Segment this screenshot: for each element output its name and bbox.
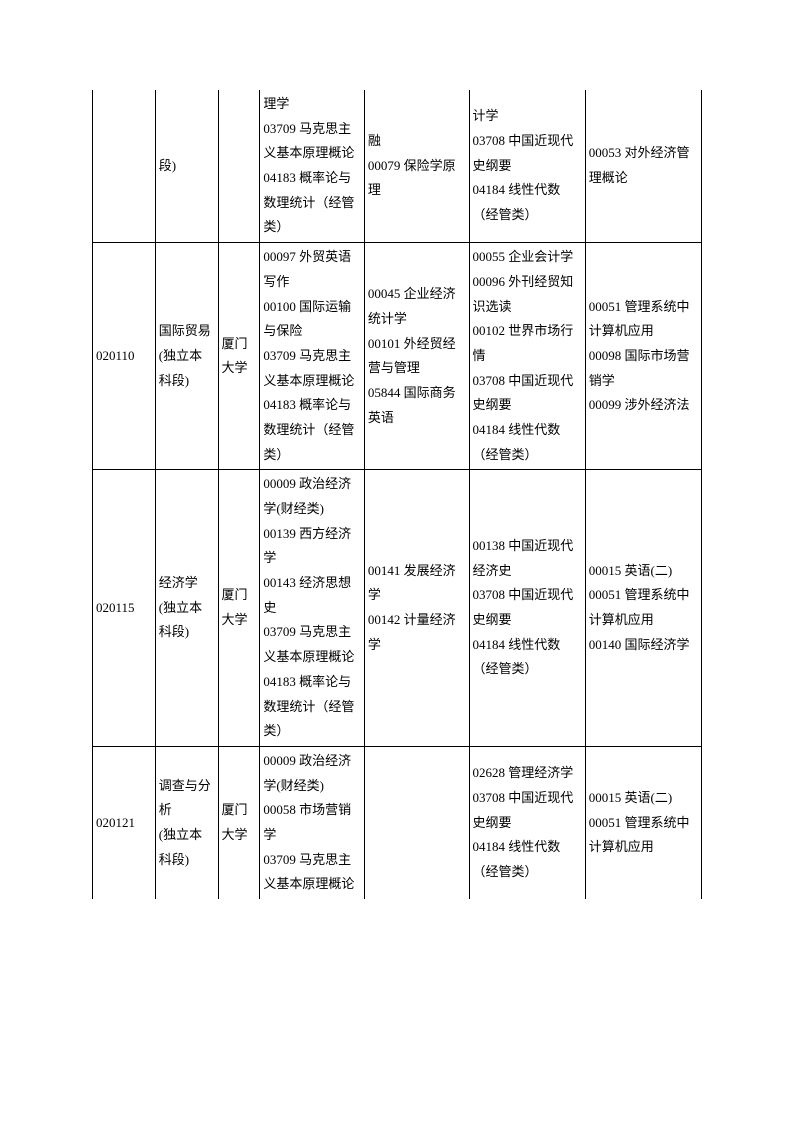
course-table: 段) 理学03709 马克思主义基本原理概论04183 概率论与数理统计（经管类）… [92, 90, 702, 899]
cell-school [218, 90, 260, 243]
table-row: 020115经济学(独立本科段)厦门大学00009 政治经济学(财经类)0013… [93, 470, 702, 747]
cell-course-2: 00141 发展经济学00142 计量经济学 [364, 470, 469, 747]
cell-code: 020115 [93, 470, 156, 747]
cell-course-2: 00045 企业经济统计学00101 外经贸经营与管理05844 国际商务英语 [364, 243, 469, 470]
cell-school: 厦门大学 [218, 746, 260, 899]
cell-course-1: 00097 外贸英语写作00100 国际运输与保险03709 马克思主义基本原理… [260, 243, 365, 470]
cell-code [93, 90, 156, 243]
cell-course-4: 00015 英语(二)00051 管理系统中计算机应用00140 国际经济学 [585, 470, 701, 747]
cell-name: 段) [155, 90, 218, 243]
cell-course-1: 00009 政治经济学(财经类)00058 市场营销学03709 马克思主义基本… [260, 746, 365, 899]
cell-course-2 [364, 746, 469, 899]
cell-code: 020121 [93, 746, 156, 899]
cell-school: 厦门大学 [218, 243, 260, 470]
cell-course-4: 00051 管理系统中计算机应用00098 国际市场营销学00099 涉外经济法 [585, 243, 701, 470]
cell-school: 厦门大学 [218, 470, 260, 747]
cell-course-3: 计学03708 中国近现代史纲要04184 线性代数（经管类） [469, 90, 585, 243]
cell-code: 020110 [93, 243, 156, 470]
cell-course-1: 理学03709 马克思主义基本原理概论04183 概率论与数理统计（经管类） [260, 90, 365, 243]
cell-course-3: 00055 企业会计学00096 外刊经贸知识选读00102 世界市场行情037… [469, 243, 585, 470]
cell-course-4: 00015 英语(二)00051 管理系统中计算机应用 [585, 746, 701, 899]
cell-course-3: 00138 中国近现代经济史03708 中国近现代史纲要04184 线性代数（经… [469, 470, 585, 747]
table-row: 020121调查与分析(独立本科段)厦门大学00009 政治经济学(财经类)00… [93, 746, 702, 899]
cell-name: 国际贸易(独立本科段) [155, 243, 218, 470]
cell-course-1: 00009 政治经济学(财经类)00139 西方经济学00143 经济思想史03… [260, 470, 365, 747]
cell-name: 调查与分析(独立本科段) [155, 746, 218, 899]
cell-course-4: 00053 对外经济管理概论 [585, 90, 701, 243]
table-row: 020110国际贸易(独立本科段)厦门大学00097 外贸英语写作00100 国… [93, 243, 702, 470]
cell-name: 经济学(独立本科段) [155, 470, 218, 747]
table-row: 段) 理学03709 马克思主义基本原理概论04183 概率论与数理统计（经管类）… [93, 90, 702, 243]
cell-course-2: 融00079 保险学原理 [364, 90, 469, 243]
cell-course-3: 02628 管理经济学03708 中国近现代史纲要04184 线性代数（经管类） [469, 746, 585, 899]
